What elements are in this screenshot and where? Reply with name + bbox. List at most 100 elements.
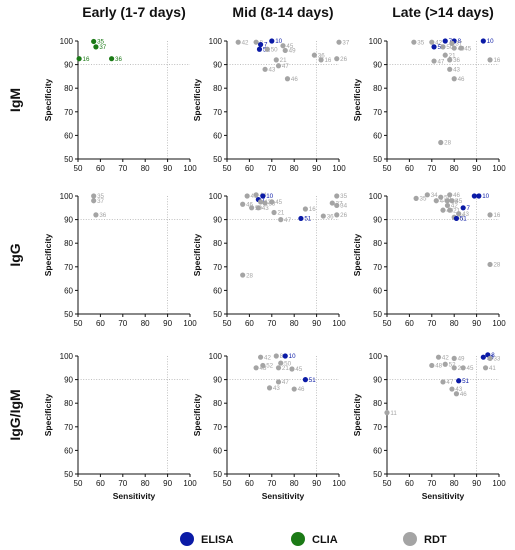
data-point-rdt xyxy=(453,391,460,397)
y-tick-label: 80 xyxy=(213,84,222,93)
y-tick-label: 90 xyxy=(213,61,222,70)
x-tick-label: 100 xyxy=(492,479,506,488)
x-tick-label: 90 xyxy=(312,479,321,488)
x-tick-label: 60 xyxy=(245,319,254,328)
data-point-label: 45 xyxy=(275,199,282,206)
data-point-label: 50 xyxy=(446,44,453,51)
x-tick-label: 50 xyxy=(383,479,392,488)
x-tick-label: 60 xyxy=(96,479,105,488)
data-point-rdt xyxy=(271,209,277,216)
x-tick-label: 100 xyxy=(492,164,506,173)
data-point-rdt xyxy=(429,362,435,369)
data-point-label: 51 xyxy=(304,216,311,223)
data-point-rdt xyxy=(91,198,97,204)
x-tick-label: 80 xyxy=(141,479,150,488)
data-point-rdt xyxy=(429,39,435,45)
data-point-rdt xyxy=(318,57,324,63)
data-point-label: 35 xyxy=(97,39,104,46)
data-point-rdt xyxy=(260,362,266,369)
x-tick-label: 100 xyxy=(183,164,197,173)
y-tick-label: 50 xyxy=(64,155,73,164)
data-point-rdt xyxy=(244,193,250,199)
data-point-rdt xyxy=(334,212,340,218)
legend-label: ELISA xyxy=(201,534,233,546)
data-point-rdt xyxy=(449,386,455,392)
x-axis-title: Sensitivity xyxy=(422,491,465,501)
legend-item-clia: CLIA xyxy=(291,532,338,546)
data-point-label: 8 xyxy=(458,38,462,45)
x-axis-title: Sensitivity xyxy=(113,491,156,501)
data-point-rdt xyxy=(440,207,446,213)
data-point-rdt xyxy=(334,56,340,62)
data-point-rdt xyxy=(447,192,453,198)
data-point-elisa xyxy=(456,378,462,384)
data-point-label: 50 xyxy=(271,46,278,53)
x-tick-label: 50 xyxy=(383,164,392,173)
x-tick-label: 80 xyxy=(450,479,459,488)
data-point-rdt xyxy=(336,39,342,45)
x-tick-label: 90 xyxy=(472,319,481,328)
data-point-elisa xyxy=(471,193,477,199)
data-point-label: 35 xyxy=(417,39,424,46)
x-tick-label: 50 xyxy=(74,164,83,173)
x-tick-label: 60 xyxy=(245,479,254,488)
data-point-rdt xyxy=(458,45,464,51)
x-tick-label: 70 xyxy=(118,319,127,328)
data-point-label: 49 xyxy=(251,193,258,200)
x-tick-label: 80 xyxy=(141,319,150,328)
y-tick-label: 80 xyxy=(64,239,73,248)
data-point-label: 42 xyxy=(435,39,442,46)
data-point-rdt xyxy=(444,198,451,204)
y-tick-label: 90 xyxy=(64,216,73,225)
x-tick-label: 80 xyxy=(290,319,299,328)
x-tick-label: 70 xyxy=(427,479,436,488)
data-point-rdt xyxy=(451,76,457,82)
data-point-label: 21 xyxy=(277,210,284,217)
data-point-rdt xyxy=(253,365,259,371)
x-tick-label: 90 xyxy=(163,164,172,173)
x-tick-label: 80 xyxy=(290,479,299,488)
data-point-label: 36 xyxy=(318,52,325,59)
y-tick-label: 60 xyxy=(213,131,222,140)
y-tick-label: 80 xyxy=(64,399,73,408)
data-point-rdt xyxy=(253,192,259,198)
data-point-elisa xyxy=(431,44,437,50)
y-tick-label: 70 xyxy=(213,263,222,272)
data-point-label: 35 xyxy=(340,193,347,200)
data-point-label: 16 xyxy=(309,206,316,213)
data-point-label: 43 xyxy=(268,67,275,74)
data-point-label: 7 xyxy=(262,197,266,204)
x-tick-label: 100 xyxy=(332,479,346,488)
data-point-rdt xyxy=(249,205,255,211)
data-point-rdt xyxy=(311,52,317,58)
y-axis-title: Specificity xyxy=(43,393,53,436)
data-point-elisa xyxy=(302,377,308,383)
y-tick-label: 50 xyxy=(213,155,222,164)
data-point-label: 45 xyxy=(464,45,471,52)
data-point-label: 43 xyxy=(455,386,462,393)
data-point-rdt xyxy=(449,40,455,46)
data-point-rdt xyxy=(275,365,282,371)
data-point-label: 45 xyxy=(467,365,474,372)
data-point-rdt xyxy=(273,353,279,359)
data-point-rdt xyxy=(442,361,448,367)
data-point-rdt xyxy=(451,365,457,371)
data-point-label: 43 xyxy=(462,211,469,218)
data-point-label: 47 xyxy=(282,63,289,70)
y-tick-label: 60 xyxy=(213,286,222,295)
x-tick-label: 80 xyxy=(290,164,299,173)
data-point-rdt xyxy=(451,45,457,51)
data-point-rdt xyxy=(449,198,455,204)
data-point-label: 37 xyxy=(97,198,104,205)
data-point-rdt xyxy=(284,76,291,82)
y-tick-label: 80 xyxy=(213,399,222,408)
data-point-label: 7 xyxy=(264,42,268,49)
data-point-label: 33 xyxy=(493,356,500,363)
data-point-rdt xyxy=(273,57,279,63)
data-point-label: 36 xyxy=(115,56,122,63)
data-point-rdt xyxy=(264,46,270,52)
x-tick-label: 50 xyxy=(74,319,83,328)
data-point-label: 8 xyxy=(491,352,495,359)
y-tick-label: 100 xyxy=(209,192,223,201)
